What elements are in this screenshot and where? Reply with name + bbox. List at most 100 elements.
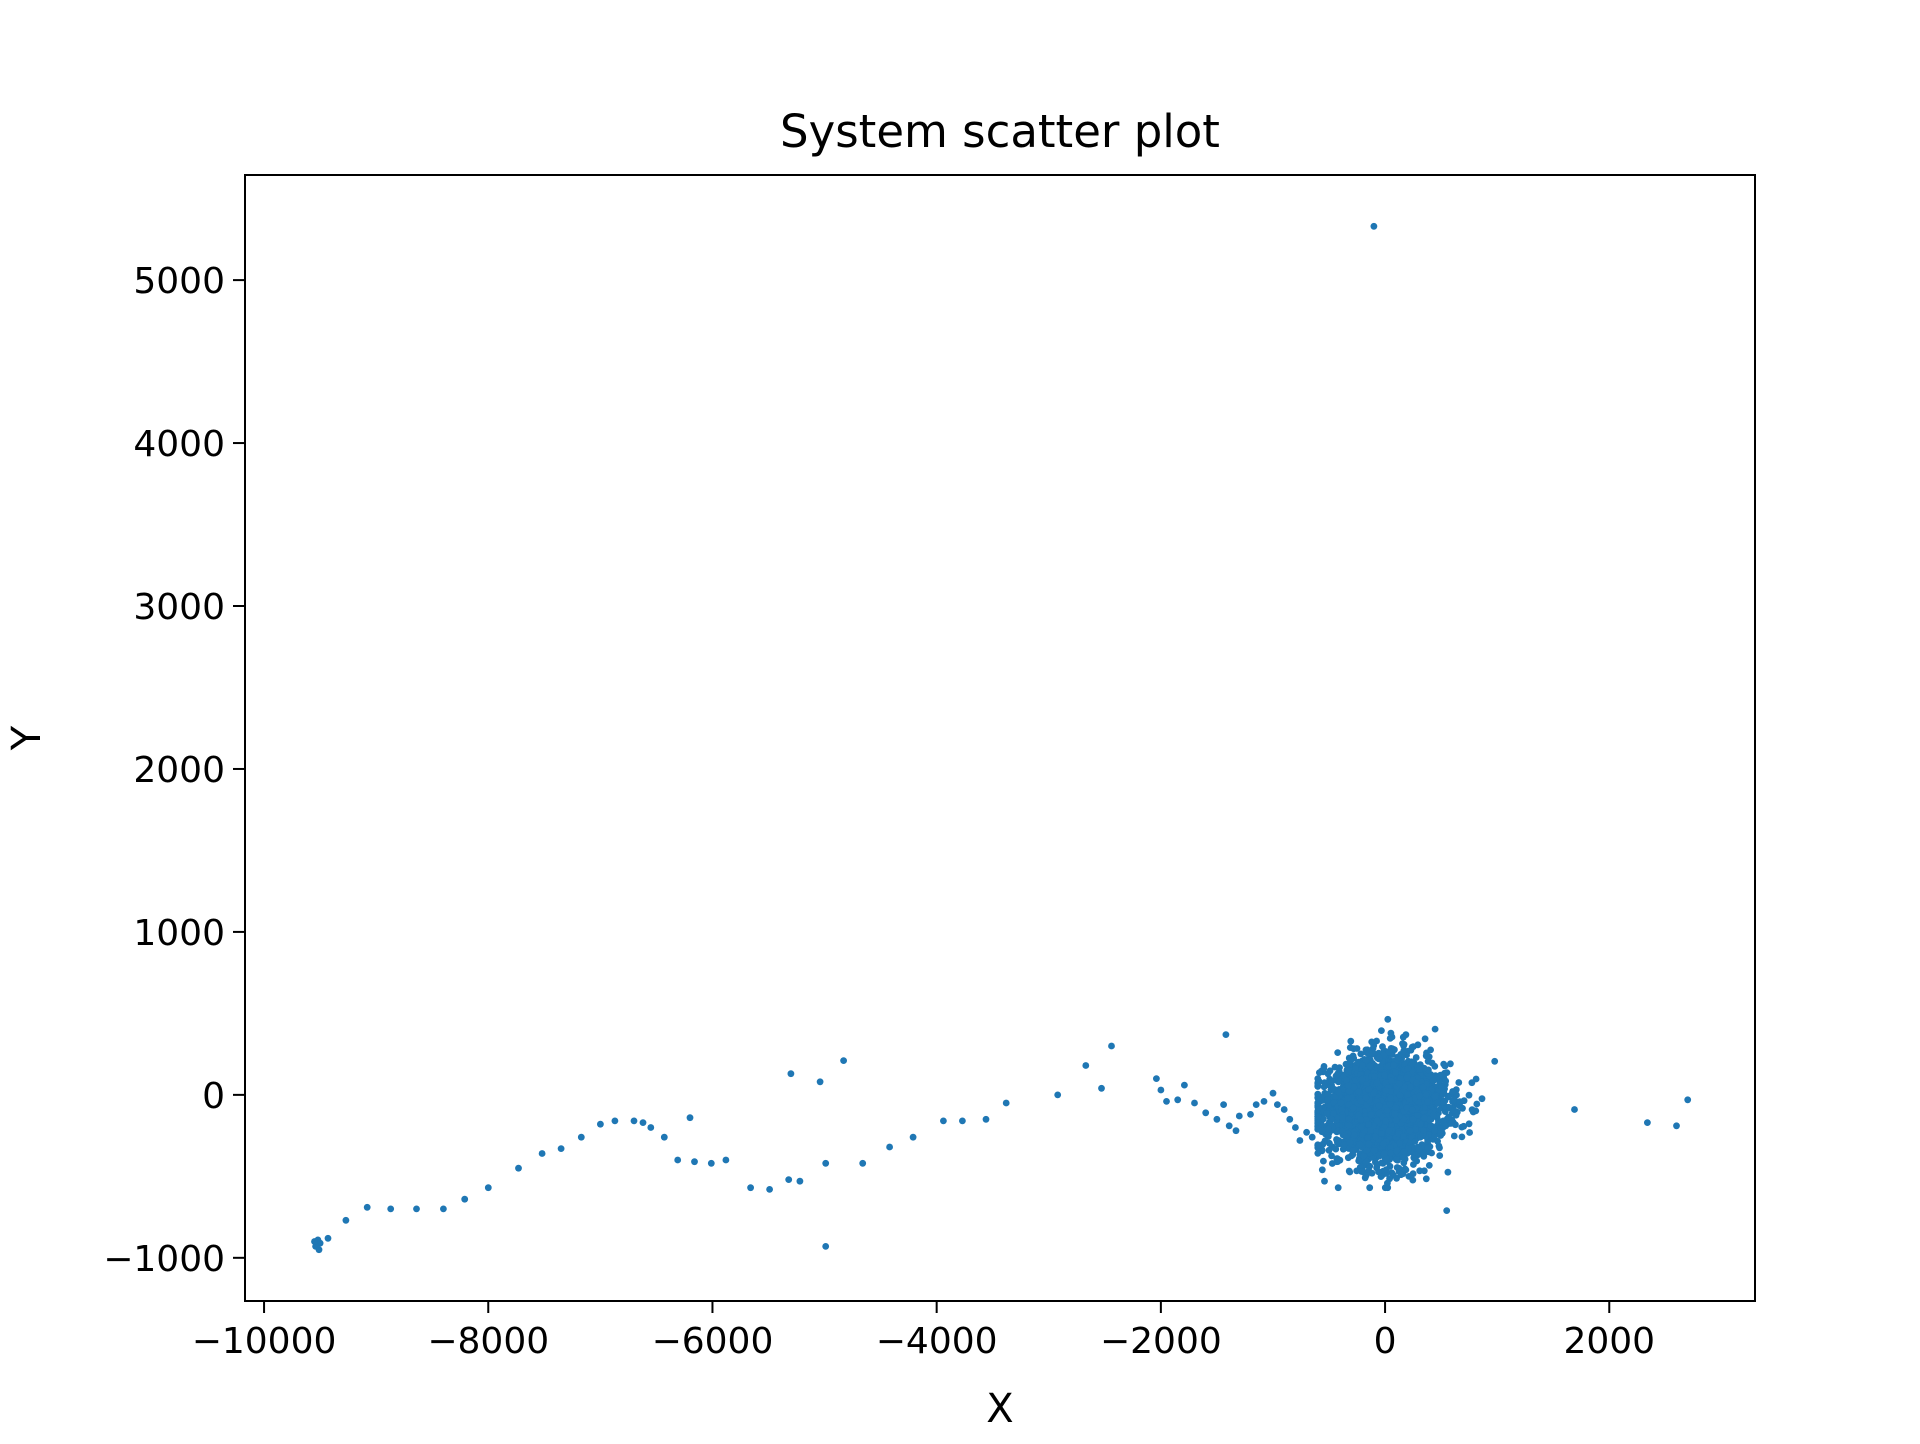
scatter-point (1360, 1152, 1368, 1160)
scatter-point (1391, 1046, 1398, 1054)
scatter-point (1382, 1087, 1390, 1094)
scatter-point (1292, 1124, 1299, 1131)
scatter-point (722, 1156, 730, 1164)
scatter-point (660, 1133, 668, 1141)
scatter-point (1382, 1155, 1390, 1163)
scatter-point (1319, 1115, 1327, 1123)
scatter-point (1447, 1060, 1454, 1068)
scatter-point (1328, 1115, 1335, 1123)
scatter-point (1491, 1057, 1499, 1065)
scatter-point (787, 1070, 795, 1078)
y-tick-label: 4000 (133, 424, 225, 465)
scatter-point (1303, 1128, 1310, 1136)
scatter-point (1356, 1140, 1364, 1148)
scatter-point (1442, 1122, 1450, 1130)
scatter-point (1416, 1092, 1424, 1100)
scatter-point (1385, 1048, 1393, 1056)
scatter-point (686, 1114, 694, 1122)
scatter-point (1364, 1134, 1371, 1142)
scatter-point (1345, 1100, 1353, 1108)
scatter-point (1324, 1091, 1332, 1098)
scatter-point (461, 1195, 469, 1203)
scatter-point (387, 1205, 395, 1213)
scatter-point (1225, 1122, 1233, 1130)
scatter-point (1385, 1127, 1393, 1135)
scatter-point (1393, 1156, 1400, 1163)
scatter-point (1411, 1138, 1419, 1145)
x-axis-ticks: −10000 −8000 −6000 −4000 −2000 0 2000 (192, 1301, 1655, 1362)
scatter-point (747, 1184, 754, 1192)
scatter-point (1174, 1096, 1182, 1104)
scatter-point (1428, 1149, 1435, 1157)
scatter-point (1465, 1120, 1473, 1128)
scatter-point (1436, 1144, 1443, 1152)
scatter-point (1365, 1086, 1373, 1093)
scatter-point (1404, 1091, 1411, 1098)
scatter-point (822, 1159, 830, 1167)
scatter-point (1450, 1107, 1458, 1114)
scatter-point (1450, 1096, 1458, 1104)
scatter-point (1428, 1059, 1436, 1067)
scatter-point (1314, 1118, 1322, 1126)
scatter-point (1460, 1097, 1468, 1105)
scatter-point (1345, 1115, 1353, 1123)
y-tick-label: 2000 (133, 750, 225, 791)
scatter-point (1341, 1132, 1349, 1139)
scatter-point (707, 1159, 715, 1167)
scatter-point (597, 1120, 604, 1128)
scatter-point (413, 1205, 420, 1213)
scatter-point (363, 1203, 371, 1211)
scatter-point (1358, 1168, 1365, 1175)
scatter-point (647, 1124, 655, 1131)
scatter-point (1409, 1115, 1417, 1123)
scatter-point (1370, 1089, 1377, 1097)
scatter-point (1438, 1083, 1445, 1091)
scatter-point (1382, 1117, 1390, 1125)
scatter-point (1334, 1049, 1342, 1056)
scatter-point (1372, 1133, 1379, 1141)
scatter-point (1328, 1077, 1336, 1085)
scatter-point (1349, 1104, 1357, 1112)
scatter-point (1427, 1122, 1434, 1130)
scatter-point (1337, 1099, 1345, 1107)
scatter-point (1465, 1091, 1473, 1099)
scatter-point (1002, 1099, 1010, 1107)
x-tick-label: −6000 (652, 1321, 774, 1362)
scatter-point (515, 1164, 522, 1172)
scatter-point (1439, 1090, 1446, 1098)
scatter-point (1378, 1027, 1385, 1034)
scatter-point (1439, 1099, 1447, 1106)
scatter-point (1331, 1063, 1339, 1071)
scatter-point (1426, 1116, 1434, 1124)
y-axis-label: Y (4, 725, 50, 751)
scatter-point (1684, 1096, 1692, 1104)
scatter-point (1421, 1114, 1428, 1122)
y-tick-label: 5000 (133, 261, 225, 302)
scatter-point (859, 1159, 867, 1167)
scatter-point (1324, 1125, 1332, 1133)
scatter-point (1478, 1095, 1486, 1103)
scatter-point (1324, 1130, 1332, 1138)
scatter-point (1362, 1172, 1370, 1179)
scatter-point (1321, 1177, 1328, 1185)
scatter-point (1571, 1106, 1578, 1113)
scatter-point (1340, 1141, 1348, 1149)
scatter-point (1431, 1093, 1439, 1101)
x-tick-label: −10000 (192, 1321, 337, 1362)
scatter-point (1429, 1111, 1437, 1119)
scatter-point (1365, 1140, 1373, 1148)
scatter-point (1402, 1031, 1410, 1039)
scatter-point (1333, 1158, 1341, 1166)
scatter-point (1444, 1168, 1452, 1176)
scatter-point (1098, 1084, 1105, 1092)
scatter-point (1379, 1140, 1387, 1148)
scatter-point (1421, 1035, 1429, 1043)
scatter-point (1455, 1079, 1463, 1086)
y-tick-label: 3000 (133, 587, 225, 628)
chart-title: System scatter plot (780, 105, 1220, 158)
scatter-point (1314, 1113, 1322, 1120)
scatter-point (1323, 1110, 1330, 1117)
scatter-point (1153, 1075, 1160, 1082)
scatter-point (1417, 1120, 1424, 1128)
